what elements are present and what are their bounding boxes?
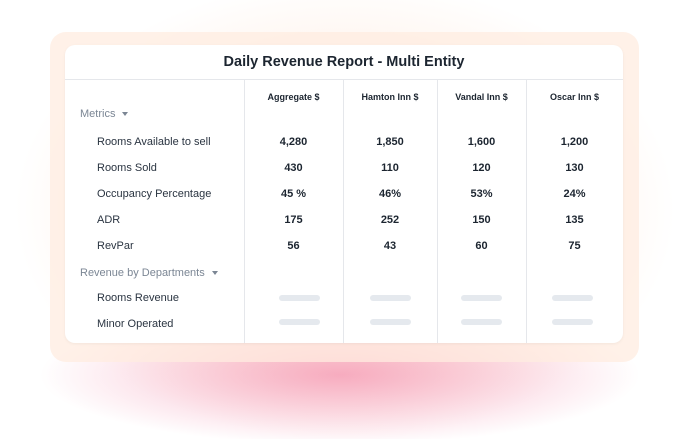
table-cell: 1,600 (467, 136, 496, 148)
column-divider (343, 80, 344, 343)
section-label: Metrics (80, 108, 116, 120)
table-cell: 46% (378, 188, 402, 200)
caret-down-icon (122, 112, 129, 117)
column-divider (437, 80, 438, 343)
table-cell: 135 (565, 214, 584, 226)
section-toggle-metrics[interactable]: Metrics (80, 106, 129, 122)
caret-down-icon (211, 271, 218, 276)
loading-placeholder (461, 319, 502, 325)
table-cell: 110 (381, 162, 399, 174)
loading-placeholder (370, 319, 411, 325)
row-label-revpar: RevPar (97, 240, 134, 252)
column-header-aggregate: Aggregate $ (267, 92, 320, 102)
loading-placeholder (279, 319, 320, 325)
table-cell: 75 (568, 240, 581, 252)
report-title: Daily Revenue Report - Multi Entity (65, 45, 623, 80)
row-label-rooms-available: Rooms Available to sell (97, 136, 211, 148)
column-header-hamton-inn: Hamton Inn $ (361, 92, 419, 102)
column-header-oscar-inn: Oscar Inn $ (549, 92, 600, 102)
report-card: Daily Revenue Report - Multi Entity Aggr… (65, 45, 623, 343)
table-cell: 175 (284, 214, 303, 226)
table-cell: 45 % (280, 188, 307, 200)
row-label-occupancy-percentage: Occupancy Percentage (97, 188, 212, 200)
table-cell: 43 (383, 240, 397, 252)
loading-placeholder (370, 295, 411, 301)
loading-placeholder (552, 295, 593, 301)
loading-placeholder (279, 295, 320, 301)
table-cell: 130 (565, 162, 584, 174)
loading-placeholder (552, 319, 593, 325)
loading-placeholder (461, 295, 502, 301)
row-label-minor-operated: Minor Operated (97, 318, 174, 330)
table-cell: 56 (287, 240, 300, 252)
column-divider (526, 80, 527, 343)
table-cell: 120 (472, 162, 491, 174)
table-cell: 1,850 (376, 136, 404, 148)
section-toggle-revenue-by-departments[interactable]: Revenue by Departments (80, 265, 218, 281)
row-label-adr: ADR (97, 214, 121, 226)
column-divider (244, 80, 245, 343)
row-label-rooms-sold: Rooms Sold (97, 162, 157, 174)
row-label-rooms-revenue: Rooms Revenue (97, 292, 179, 304)
column-header-vandal-inn: Vandal Inn $ (455, 92, 508, 102)
table-cell: 150 (472, 214, 491, 226)
table-cell: 4,280 (279, 136, 308, 148)
table-cell: 53% (470, 188, 493, 200)
table-cell: 252 (380, 214, 400, 226)
table-cell: 24% (563, 188, 586, 200)
section-label: Revenue by Departments (80, 267, 205, 279)
table-cell: 430 (284, 162, 303, 174)
table-cell: 1,200 (560, 136, 589, 148)
table-cell: 60 (475, 240, 488, 252)
